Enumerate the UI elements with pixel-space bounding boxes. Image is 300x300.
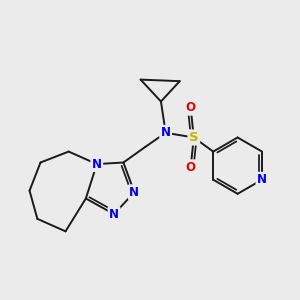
Text: N: N <box>92 158 102 171</box>
Text: N: N <box>129 186 140 199</box>
Text: N: N <box>109 208 119 220</box>
Text: O: O <box>186 161 196 174</box>
Text: S: S <box>189 131 199 144</box>
Text: N: N <box>257 173 267 186</box>
Text: N: N <box>160 126 171 139</box>
Text: O: O <box>186 101 196 114</box>
